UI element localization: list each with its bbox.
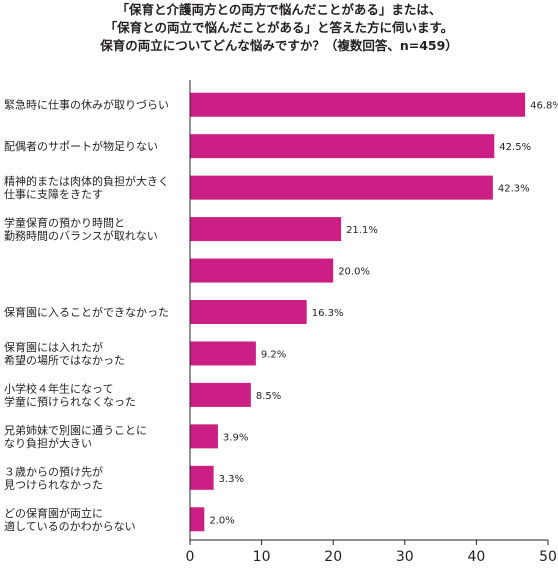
- x-tick-label-4: 40: [467, 549, 485, 565]
- bar-5: [190, 300, 307, 324]
- x-tick-label-5: 50: [539, 549, 557, 565]
- category-label-7-0: 小学校４年生になって: [4, 381, 113, 395]
- x-tick-label-3: 30: [396, 549, 414, 565]
- value-label-6: 9.2%: [261, 349, 286, 360]
- chart-title-line-3: 保育の両立についてどんな悩みですか？（複数回答、n=459）: [100, 38, 458, 53]
- category-label-10-0: どの保育園が両立に: [4, 506, 103, 520]
- category-label-5-0: 保育園に入ることができなかった: [4, 305, 169, 319]
- category-label-6-0: 保育園には入れたが: [4, 340, 103, 354]
- category-label-0-0: 緊急時に仕事の休みが取りづらい: [4, 98, 169, 112]
- value-label-9: 3.3%: [219, 474, 244, 485]
- bar-10: [190, 507, 205, 532]
- value-label-4: 20.0%: [338, 267, 370, 278]
- bar-8: [190, 424, 218, 449]
- bar-2: [190, 175, 493, 200]
- category-label-1-0: 配偶者のサポートが物足りない: [4, 139, 158, 153]
- category-label-9-0: ３歳からの預け先が: [4, 464, 103, 478]
- category-label-8-1: なり負担が大きい: [4, 436, 92, 450]
- category-label-2-0: 精神的または肉体的負担が大きく: [4, 174, 169, 188]
- category-label-3-0: 学童保育の預かり時間と: [4, 216, 125, 230]
- category-label-6-1: 希望の場所ではなかった: [4, 353, 125, 367]
- value-label-7: 8.5%: [256, 391, 281, 402]
- category-label-9-1: 見つけられなかった: [4, 478, 103, 491]
- category-label-8-0: 兄弟姉妹で別園に通うことに: [4, 423, 147, 437]
- bar-6: [190, 341, 256, 366]
- bar-4: [190, 258, 334, 283]
- chart-title-line-2: 「保育との両立で悩んだことがある」と答えた方に伺います。: [104, 20, 454, 35]
- category-label-7-1: 学童に預けられなくなった: [4, 394, 136, 408]
- bar-0: [190, 92, 526, 117]
- bar-9: [190, 465, 214, 490]
- x-tick-label-0: 0: [186, 549, 195, 565]
- bar-1: [190, 134, 495, 159]
- value-label-5: 16.3%: [312, 308, 344, 319]
- category-label-3-1: 勤務時間のバランスが取れない: [4, 229, 158, 243]
- value-label-3: 21.1%: [346, 225, 378, 236]
- value-label-10: 2.0%: [209, 515, 234, 526]
- x-tick-label-1: 10: [253, 549, 271, 565]
- category-label-2-1: 仕事に支障をきたす: [4, 187, 103, 201]
- value-label-8: 3.9%: [223, 432, 248, 443]
- category-label-10-1: 適しているのかわからない: [4, 519, 136, 533]
- value-label-1: 42.5%: [499, 142, 531, 153]
- value-label-2: 42.3%: [498, 184, 530, 195]
- bar-7: [190, 382, 251, 407]
- chart-title-line-1: 「保育と介護両方との両方で悩んだことがある」または、: [116, 2, 442, 17]
- bar-3: [190, 217, 342, 242]
- x-tick-label-2: 20: [324, 549, 342, 565]
- value-label-0: 46.8%: [530, 101, 558, 112]
